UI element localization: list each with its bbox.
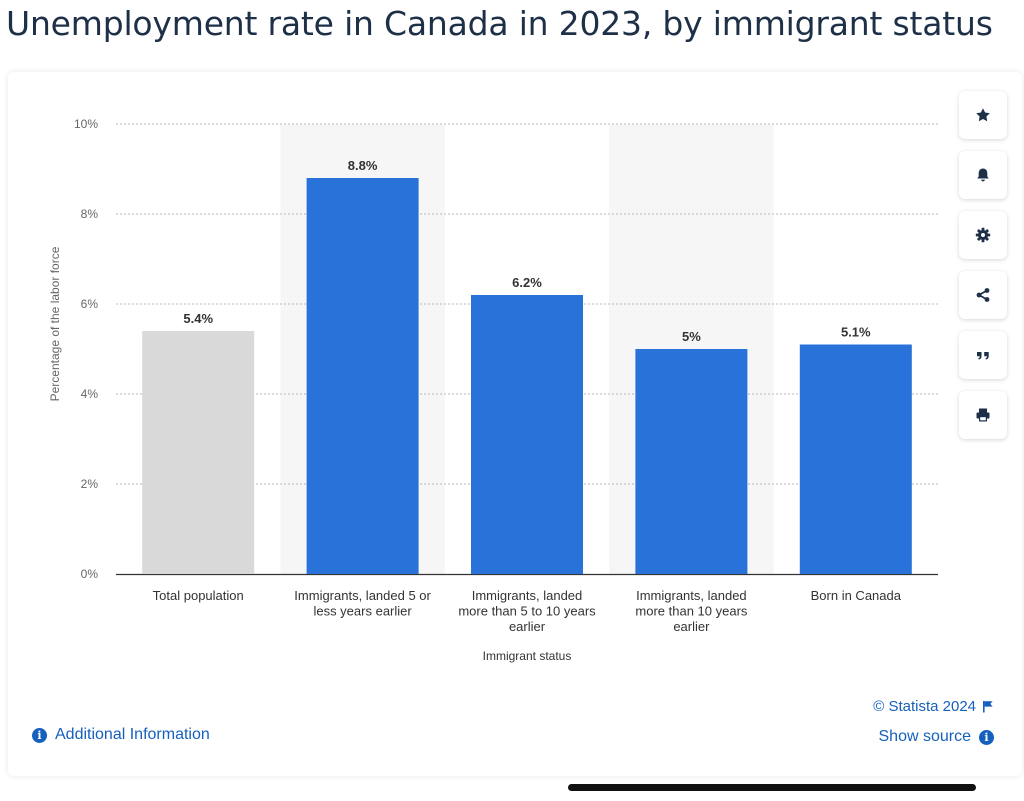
bar <box>635 349 748 574</box>
info-icon: i <box>32 727 47 743</box>
y-tick-label: 0% <box>81 567 99 581</box>
x-tick-label: earlier <box>673 619 710 634</box>
data-label: 8.8% <box>348 158 378 173</box>
chart-labels: 5.4% Total population 8.8% Immigrants, land… <box>153 158 902 634</box>
share-icon <box>976 288 990 302</box>
cite-button[interactable] <box>959 331 1007 379</box>
data-label: 5.1% <box>841 325 871 340</box>
chart-bars <box>142 178 912 574</box>
x-tick-label: less years earlier <box>313 604 412 619</box>
x-tick-label: earlier <box>509 619 546 634</box>
bar <box>799 344 912 574</box>
share-button[interactable] <box>959 271 1007 319</box>
x-axis-label: Immigrant status <box>483 649 572 663</box>
x-tick-label: more than 10 years <box>635 604 748 619</box>
y-tick-label: 8% <box>81 207 99 221</box>
chart-toolbar <box>959 91 1007 451</box>
notification-button[interactable] <box>959 151 1007 199</box>
show-source-label: Show source <box>878 728 972 745</box>
chart-card: 0% 2% 4% 6% 8% 10% 5.4% Total population 8.8% Im… <box>8 72 1022 776</box>
x-tick-label: Immigrants, landed <box>472 588 583 603</box>
settings-button[interactable] <box>959 211 1007 259</box>
data-label: 5% <box>682 329 701 344</box>
bell-icon <box>977 168 989 182</box>
bar <box>471 295 583 574</box>
bar <box>142 331 255 574</box>
info-icon: i <box>979 729 994 745</box>
show-source-link[interactable]: Show source i <box>878 728 994 746</box>
y-tick-label: 2% <box>81 477 99 491</box>
data-label: 6.2% <box>512 275 542 290</box>
flag-icon[interactable] <box>982 700 994 713</box>
data-label: 5.4% <box>183 311 213 326</box>
x-tick-label: Immigrants, landed <box>636 588 747 603</box>
favorite-button[interactable] <box>959 91 1007 139</box>
home-indicator <box>568 784 976 791</box>
y-tick-label: 10% <box>74 117 98 131</box>
additional-information-link[interactable]: i Additional Information <box>32 726 210 744</box>
y-axis-label: Percentage of the labor force <box>48 246 62 401</box>
copyright-text: © Statista 2024 <box>873 698 976 715</box>
x-tick-label: more than 5 to 10 years <box>458 604 596 619</box>
bar-chart: 0% 2% 4% 6% 8% 10% 5.4% Total population 8.8% Im… <box>48 117 938 663</box>
y-tick-label: 4% <box>81 387 99 401</box>
print-icon <box>976 408 990 422</box>
x-tick-label: Born in Canada <box>811 588 902 603</box>
additional-information-label: Additional Information <box>55 726 210 743</box>
print-button[interactable] <box>959 391 1007 439</box>
y-tick-label: 6% <box>81 297 99 311</box>
gear-icon <box>975 227 991 243</box>
bar <box>306 178 419 574</box>
copyright: © Statista 2024 <box>873 698 994 715</box>
x-tick-label: Immigrants, landed 5 or <box>294 588 431 603</box>
x-tick-label: Total population <box>153 588 244 603</box>
star-icon <box>976 108 990 122</box>
quote-icon <box>977 352 989 360</box>
page-title: Unemployment rate in Canada in 2023, by … <box>6 4 993 43</box>
